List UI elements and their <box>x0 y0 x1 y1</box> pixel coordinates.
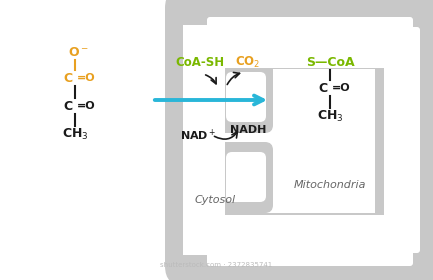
FancyBboxPatch shape <box>212 142 273 213</box>
Text: CH$_3$: CH$_3$ <box>317 108 343 123</box>
Text: NAD$^+$: NAD$^+$ <box>180 127 216 143</box>
FancyBboxPatch shape <box>218 35 393 240</box>
FancyBboxPatch shape <box>226 72 266 122</box>
FancyBboxPatch shape <box>375 10 427 270</box>
FancyBboxPatch shape <box>207 215 413 266</box>
FancyBboxPatch shape <box>181 4 426 69</box>
Bar <box>185 60 225 215</box>
Text: shutterstock.com · 2372835741: shutterstock.com · 2372835741 <box>160 262 272 268</box>
FancyBboxPatch shape <box>207 17 413 68</box>
FancyBboxPatch shape <box>212 62 273 133</box>
Text: =O: =O <box>332 83 351 93</box>
Text: Mitochondria: Mitochondria <box>294 180 366 190</box>
Text: Cytosol: Cytosol <box>194 195 236 205</box>
FancyBboxPatch shape <box>226 152 266 202</box>
Text: =O: =O <box>77 101 96 111</box>
Text: CO$_2$: CO$_2$ <box>236 54 261 69</box>
Bar <box>183 25 225 255</box>
FancyBboxPatch shape <box>181 213 426 278</box>
Text: CH$_3$: CH$_3$ <box>61 127 88 142</box>
Text: C: C <box>64 99 73 113</box>
Text: CoA-SH: CoA-SH <box>175 55 225 69</box>
FancyBboxPatch shape <box>165 0 433 280</box>
Text: NADH: NADH <box>230 125 266 135</box>
FancyBboxPatch shape <box>384 27 420 253</box>
FancyBboxPatch shape <box>192 4 423 270</box>
Text: C: C <box>318 81 327 95</box>
Text: =O: =O <box>77 73 96 83</box>
Text: C: C <box>64 71 73 85</box>
Text: O$^-$: O$^-$ <box>68 46 88 59</box>
Text: S—CoA: S—CoA <box>306 55 354 69</box>
FancyBboxPatch shape <box>203 23 397 252</box>
